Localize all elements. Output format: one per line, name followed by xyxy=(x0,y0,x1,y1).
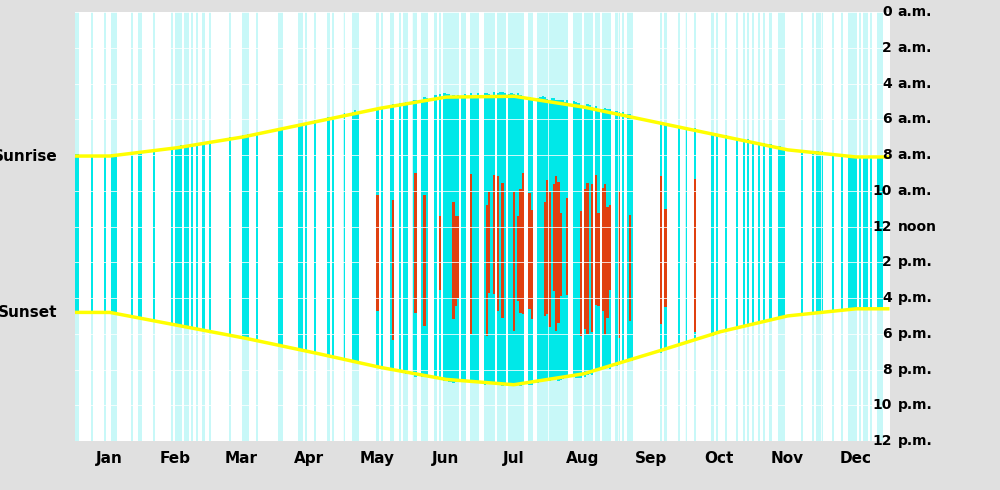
Text: 6: 6 xyxy=(882,327,892,341)
Text: p.m.: p.m. xyxy=(898,327,932,341)
Text: 2: 2 xyxy=(882,255,892,270)
Text: a.m.: a.m. xyxy=(898,5,932,19)
Text: 8: 8 xyxy=(882,363,892,376)
Text: Sunrise: Sunrise xyxy=(0,148,57,164)
Text: 0: 0 xyxy=(882,5,892,19)
Text: p.m.: p.m. xyxy=(898,398,932,412)
Text: p.m.: p.m. xyxy=(898,434,932,448)
Text: p.m.: p.m. xyxy=(898,291,932,305)
Text: 2: 2 xyxy=(882,41,892,55)
Text: 6: 6 xyxy=(882,112,892,126)
Text: a.m.: a.m. xyxy=(898,77,932,91)
Text: a.m.: a.m. xyxy=(898,184,932,198)
Text: a.m.: a.m. xyxy=(898,148,932,162)
Text: a.m.: a.m. xyxy=(898,41,932,55)
Text: p.m.: p.m. xyxy=(898,363,932,376)
Text: 10: 10 xyxy=(873,184,892,198)
Text: 12: 12 xyxy=(872,434,892,448)
Text: p.m.: p.m. xyxy=(898,255,932,270)
Text: noon: noon xyxy=(898,220,936,234)
Text: 8: 8 xyxy=(882,148,892,162)
Text: 4: 4 xyxy=(882,77,892,91)
Text: 12: 12 xyxy=(872,220,892,234)
Text: Sunset: Sunset xyxy=(0,305,57,320)
Text: 10: 10 xyxy=(873,398,892,412)
Text: a.m.: a.m. xyxy=(898,112,932,126)
Text: 4: 4 xyxy=(882,291,892,305)
